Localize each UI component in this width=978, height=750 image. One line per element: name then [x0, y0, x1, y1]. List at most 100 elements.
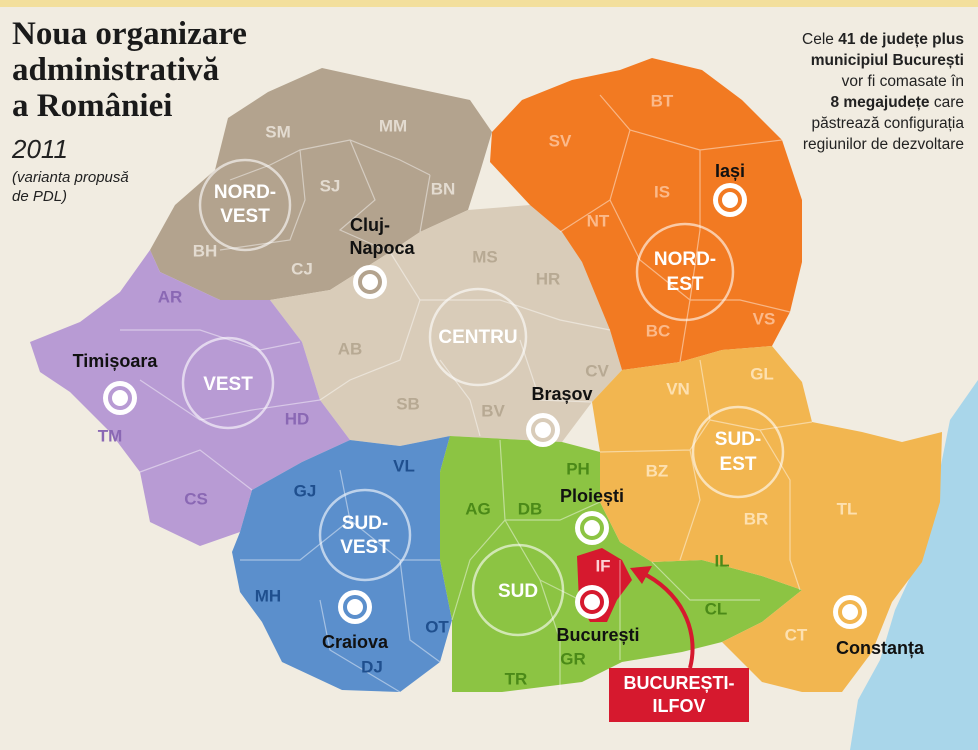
city-dot-inner: [838, 600, 862, 624]
region-circles: [181, 158, 785, 637]
county-label: BC: [646, 321, 671, 340]
county-label: MS: [472, 247, 498, 266]
city-dot-inner: [358, 270, 382, 294]
description-run: Cele: [802, 31, 838, 48]
city-dot-inner: [108, 386, 132, 410]
city-dot-inner: [718, 188, 742, 212]
region-centru: [270, 205, 622, 446]
county-label: GL: [750, 364, 774, 383]
region-name: NORD-: [654, 249, 716, 270]
description-run: regiunilor de dezvoltare: [803, 136, 964, 153]
county-label: GR: [560, 649, 586, 668]
county-label: MH: [255, 586, 281, 605]
region-name: EST: [667, 274, 704, 295]
county-label: AB: [338, 339, 363, 358]
county-label: BT: [651, 91, 674, 110]
county-label: CT: [785, 625, 808, 644]
description-run: vor fi comasate în: [842, 73, 964, 90]
description-run: 41 de județe plus: [838, 31, 964, 48]
county-labels: SM MM SJ BN BH CJ MS HR AB SB BV CV BT S…: [98, 91, 858, 688]
region-circle: [471, 543, 565, 637]
city-dot-inner: [580, 516, 604, 540]
region-name: VEST: [220, 206, 270, 227]
description-line: 8 megajudețe care: [830, 94, 964, 111]
region-name: SUD-: [342, 513, 388, 534]
callout-box: [609, 668, 749, 722]
description-line: păstrează configurația: [811, 115, 964, 132]
county-label: IF: [595, 556, 610, 575]
city-name: Cluj-: [350, 215, 390, 235]
border-lines: [240, 469, 441, 693]
city-name: București: [556, 625, 639, 645]
county-label: VN: [666, 379, 690, 398]
region-circle: [635, 222, 735, 322]
callout-arrow: [639, 570, 695, 669]
region-circle: [691, 405, 785, 499]
region-name: NORD-: [214, 182, 276, 203]
county-label: IS: [654, 182, 670, 201]
county-label: VL: [393, 456, 415, 475]
county-label: GJ: [294, 481, 317, 500]
description-run: municipiul București: [811, 52, 964, 69]
city-name: Brașov: [531, 384, 592, 404]
description-line: municipiul București: [811, 52, 964, 69]
description-run: 8 megajudețe: [830, 94, 929, 111]
county-label: AR: [158, 287, 183, 306]
county-label: CS: [184, 489, 208, 508]
county-label: TL: [837, 499, 858, 518]
city-name: Craiova: [322, 632, 389, 652]
city-name: Ploiești: [560, 486, 624, 506]
region-name: SUD: [498, 581, 538, 602]
region-name: VEST: [340, 537, 390, 558]
year: 2011: [11, 134, 68, 164]
county-label: IL: [714, 551, 729, 570]
county-label: CL: [705, 599, 728, 618]
county-label: BV: [481, 401, 505, 420]
county-label: NT: [587, 211, 610, 230]
county-label: BH: [193, 241, 218, 260]
city-marker: [575, 511, 609, 545]
city-dot-inner: [580, 590, 604, 614]
border-lines: [319, 251, 611, 437]
city-marker: [713, 183, 747, 217]
county-label: BZ: [646, 461, 669, 480]
county-label: CJ: [291, 259, 313, 278]
county-label: PH: [566, 459, 590, 478]
region-name: CENTRU: [438, 327, 517, 348]
sea: [850, 380, 978, 750]
region-name: SUD-: [715, 429, 761, 450]
callout-text: BUCUREȘTI-: [624, 673, 735, 693]
county-label: CV: [585, 361, 609, 380]
region-name: VEST: [203, 374, 253, 395]
county-label: MM: [379, 116, 407, 135]
title: a României: [12, 88, 172, 124]
region-name: EST: [720, 454, 757, 475]
title: Noua organizare: [12, 16, 247, 52]
callout-arrowhead: [630, 566, 652, 584]
county-label: SJ: [320, 176, 341, 195]
region-nord-vest: [150, 68, 492, 300]
county-label: TM: [98, 426, 123, 445]
city-name: Napoca: [349, 238, 415, 258]
region-circle: [198, 158, 292, 252]
county-label: TR: [505, 669, 528, 688]
region-sud-vest: [232, 436, 452, 692]
county-label: BN: [431, 179, 456, 198]
region-circle: [318, 488, 412, 582]
city-marker: [575, 585, 609, 619]
county-label: SB: [396, 394, 420, 413]
description-run: păstrează configurația: [811, 115, 964, 132]
description: Cele 41 de județe plus municipiul Bucureș…: [802, 31, 964, 153]
county-label: BR: [744, 509, 769, 528]
note: (varianta propusă: [12, 169, 129, 186]
description-line: Cele 41 de județe plus: [802, 31, 964, 48]
callout-text: ILFOV: [653, 696, 706, 716]
border-lines: [559, 94, 791, 363]
city-marker: [338, 590, 372, 624]
city-marker: [353, 265, 387, 299]
description-line: vor fi comasate în: [842, 73, 964, 90]
region-nord-est: [490, 58, 802, 370]
county-label: SM: [265, 122, 291, 141]
border-lines: [451, 439, 760, 690]
